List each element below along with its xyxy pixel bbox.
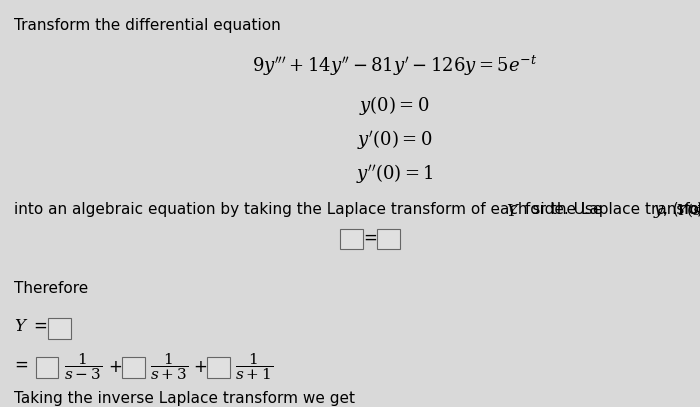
Text: Taking the inverse Laplace transform we get: Taking the inverse Laplace transform we …: [14, 391, 355, 406]
Text: into an algebraic equation by taking the Laplace transform of each side. Use: into an algebraic equation by taking the…: [14, 201, 607, 217]
Text: $\dfrac{1}{s+3}$: $\dfrac{1}{s+3}$: [150, 352, 188, 383]
Text: +: +: [108, 358, 122, 376]
Text: Therefore: Therefore: [14, 281, 88, 296]
Text: =: =: [14, 356, 28, 374]
FancyBboxPatch shape: [340, 229, 363, 249]
FancyBboxPatch shape: [36, 357, 59, 378]
Text: $\dfrac{1}{s-3}$: $\dfrac{1}{s-3}$: [64, 352, 102, 383]
Text: $y'(0) = 0$: $y'(0) = 0$: [357, 128, 432, 151]
Text: $\dfrac{1}{s+1}$: $\dfrac{1}{s+1}$: [235, 352, 274, 383]
FancyBboxPatch shape: [207, 357, 230, 378]
Text: $y''(0) = 1$: $y''(0) = 1$: [356, 162, 433, 185]
Text: $y(0) = 0$: $y(0) = 0$: [359, 94, 430, 117]
Text: , (not: , (not: [663, 201, 700, 217]
Text: $9y''' + 14y'' - 81y' - 126y = 5e^{-t}$: $9y''' + 14y'' - 81y' - 126y = 5e^{-t}$: [252, 54, 537, 78]
Text: =: =: [33, 317, 47, 335]
Text: +: +: [194, 358, 207, 376]
FancyBboxPatch shape: [377, 229, 400, 249]
Text: $Y$: $Y$: [14, 317, 28, 335]
FancyBboxPatch shape: [122, 357, 145, 378]
Text: =: =: [363, 229, 377, 247]
Text: ).: ).: [696, 201, 700, 217]
FancyBboxPatch shape: [48, 318, 71, 339]
Text: $Y$: $Y$: [506, 201, 521, 219]
Text: $Y(s)$: $Y(s)$: [676, 201, 700, 219]
Text: $y$: $y$: [653, 201, 666, 219]
Text: for the Laplace transform of: for the Laplace transform of: [520, 201, 700, 217]
Text: Transform the differential equation: Transform the differential equation: [14, 18, 281, 33]
